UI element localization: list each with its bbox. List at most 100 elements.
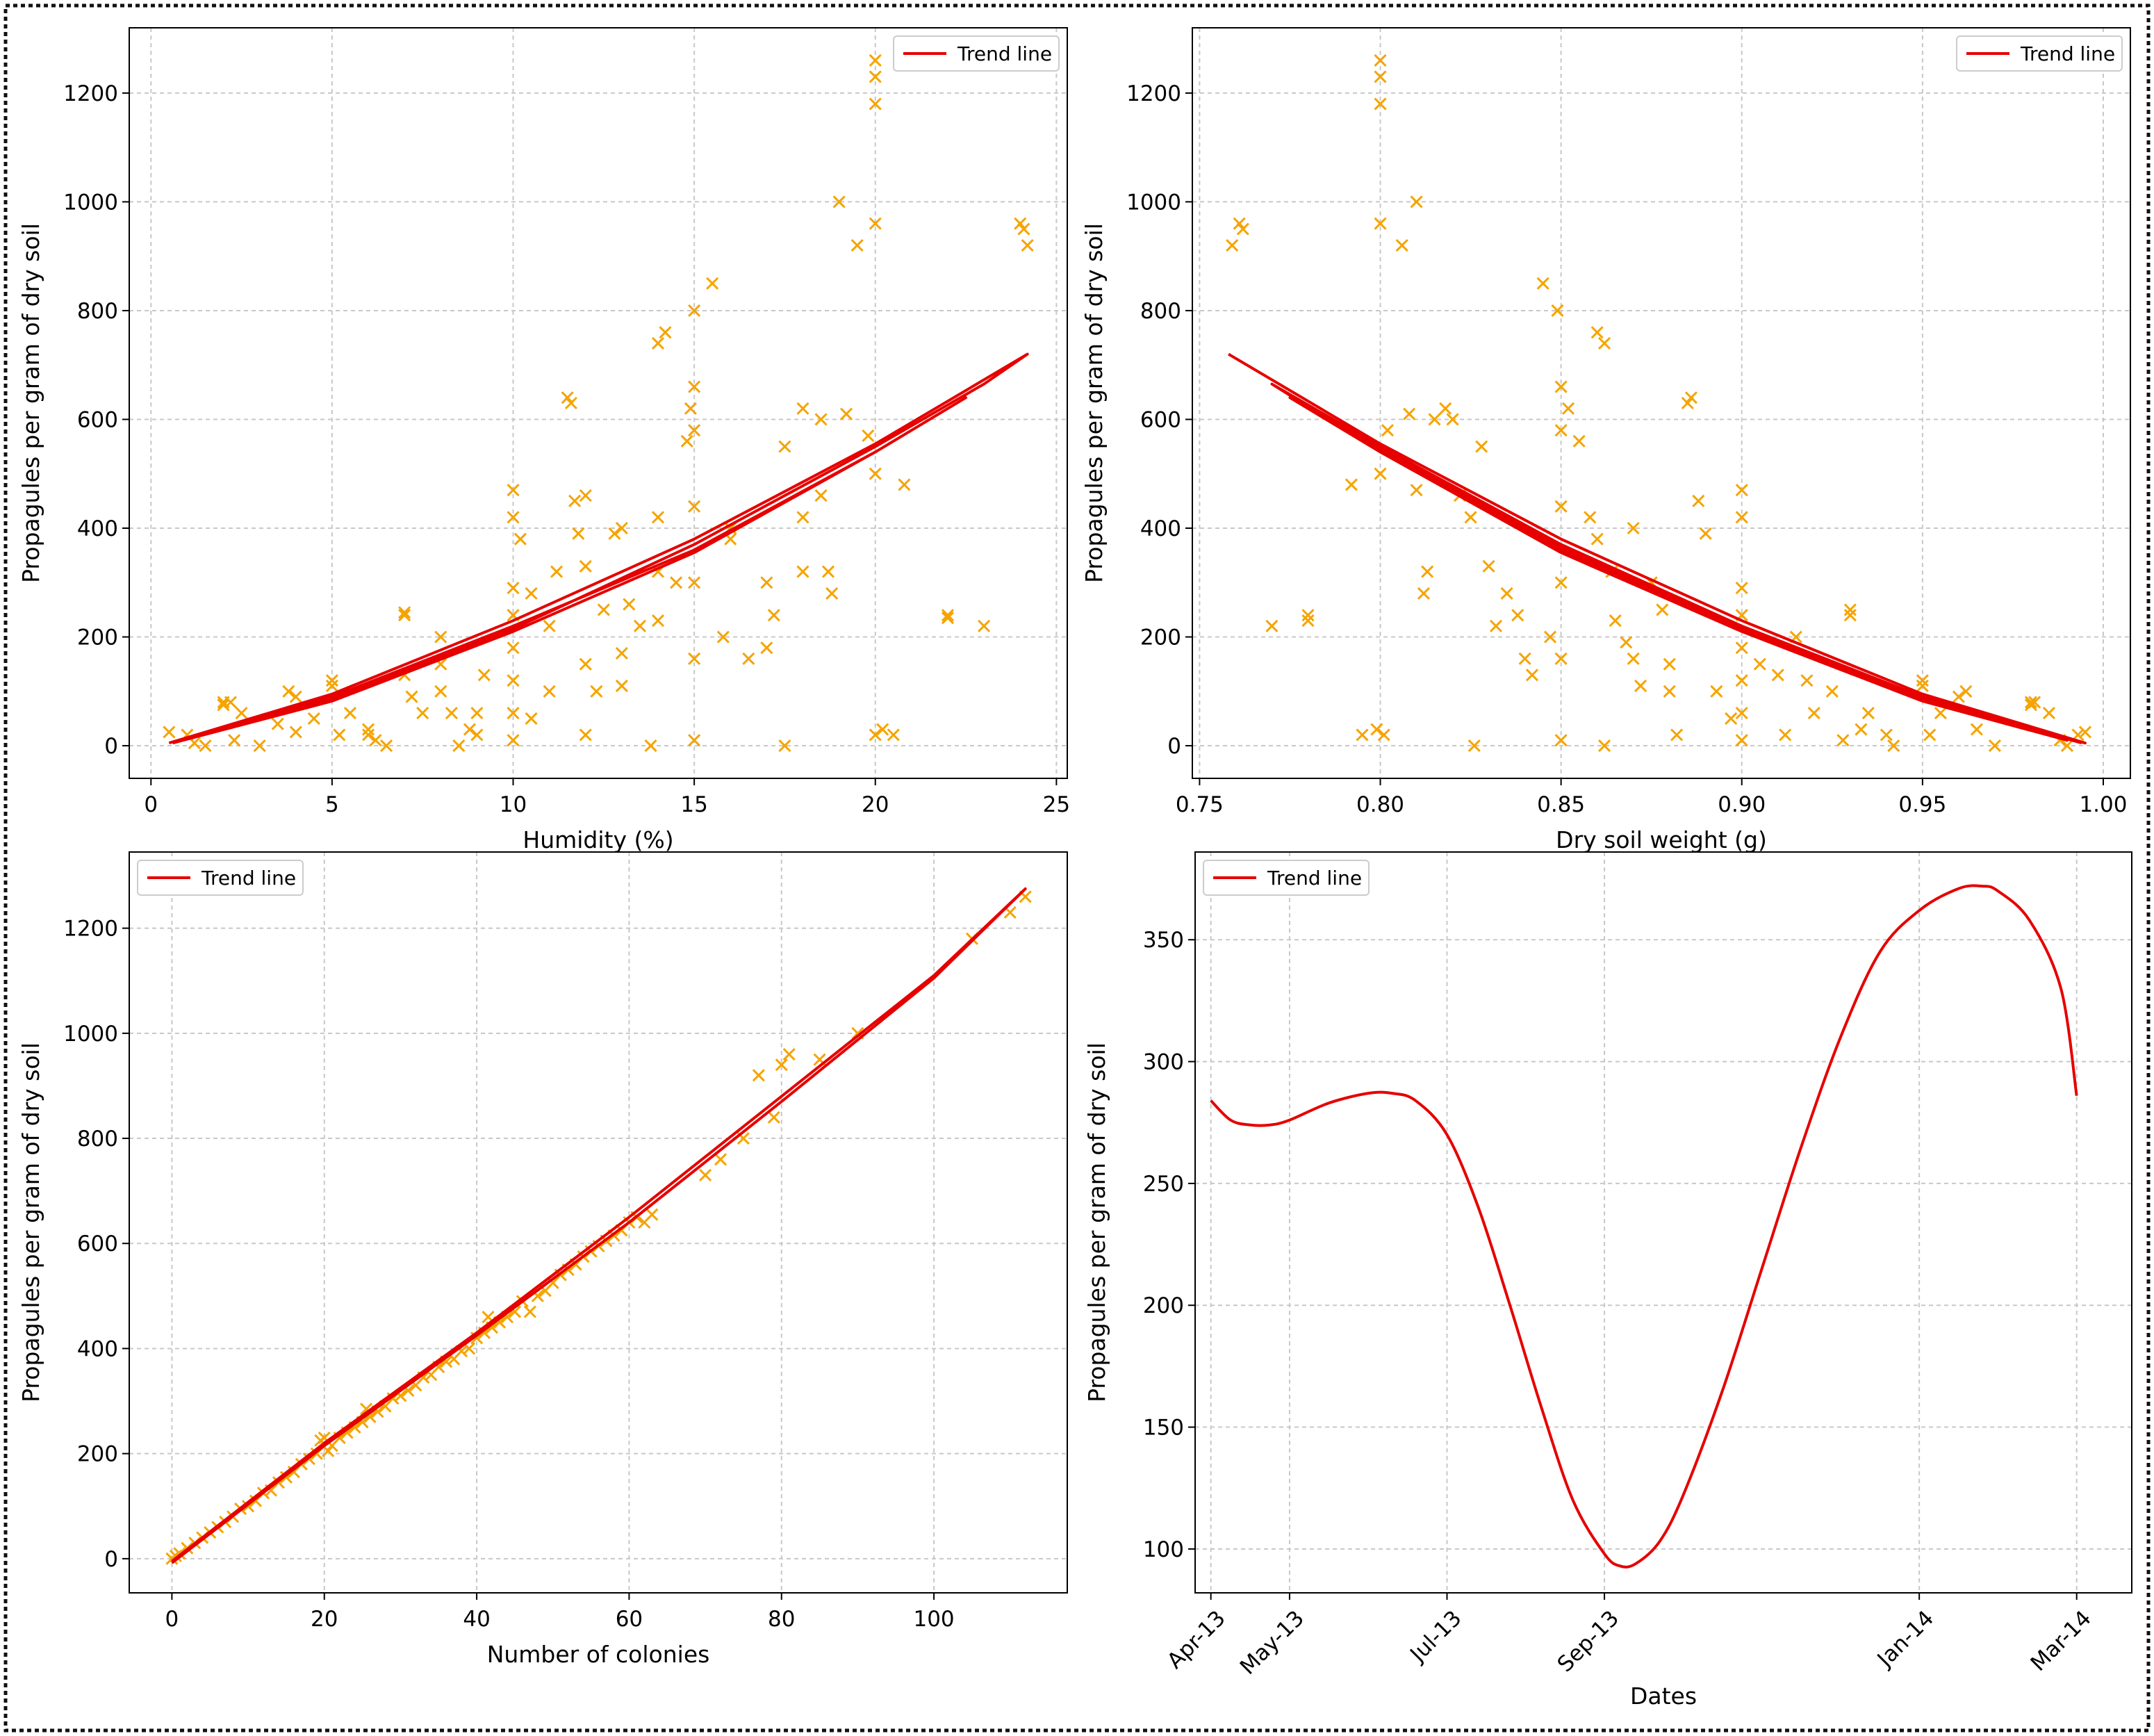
data-point xyxy=(1374,217,1387,230)
data-point xyxy=(688,576,701,589)
data-point xyxy=(1735,582,1748,595)
x-tick-label: 20 xyxy=(862,792,889,817)
data-point xyxy=(615,521,628,535)
data-point xyxy=(699,1168,712,1182)
data-point xyxy=(507,582,520,595)
x-tick-label: 10 xyxy=(500,792,527,817)
y-tick-label: 400 xyxy=(77,1336,118,1361)
data-point xyxy=(615,679,628,693)
data-point xyxy=(416,707,429,720)
data-point xyxy=(445,707,458,720)
data-point xyxy=(1663,685,1676,698)
data-point xyxy=(1779,728,1792,742)
data-point xyxy=(651,336,665,350)
data-point xyxy=(862,429,875,443)
data-point xyxy=(2078,726,2092,739)
data-point xyxy=(1634,679,1647,693)
data-point xyxy=(398,609,411,622)
scatter-points xyxy=(163,54,1034,753)
data-point xyxy=(1551,304,1564,318)
x-axis-label: Dry soil weight (g) xyxy=(1556,826,1767,853)
data-point xyxy=(1410,195,1423,208)
data-point xyxy=(224,696,238,709)
data-point xyxy=(2024,696,2038,709)
x-tick-label: 5 xyxy=(325,792,339,817)
grid xyxy=(1195,852,2132,1593)
data-point xyxy=(1417,587,1431,600)
data-point xyxy=(1807,707,1820,720)
data-point xyxy=(1692,494,1705,507)
data-point xyxy=(525,712,538,725)
data-point xyxy=(470,707,484,720)
data-point xyxy=(235,707,248,720)
data-point xyxy=(1800,674,1814,687)
data-point xyxy=(380,739,393,753)
data-point xyxy=(1590,326,1604,339)
x-tick-label: 0.75 xyxy=(1176,792,1224,817)
data-point xyxy=(572,527,585,540)
y-tick-label: 1000 xyxy=(63,1022,118,1047)
x-axis-label: Dates xyxy=(1630,1682,1697,1710)
y-tick-label: 200 xyxy=(77,625,118,650)
x-tick-label: 0.80 xyxy=(1356,792,1404,817)
data-point xyxy=(1377,728,1390,742)
data-point xyxy=(507,734,520,747)
data-point xyxy=(579,728,592,742)
y-axis-label: Propagules per gram of dry soil xyxy=(1083,1042,1110,1402)
legend-label: Trend line xyxy=(1267,867,1362,890)
axes-frame xyxy=(129,27,1068,779)
x-tick-label: 80 xyxy=(768,1607,795,1632)
data-point xyxy=(1554,734,1568,747)
data-point xyxy=(507,674,520,687)
data-point xyxy=(568,494,582,507)
data-point xyxy=(1489,619,1503,632)
data-point xyxy=(1446,413,1459,426)
data-point xyxy=(463,723,477,736)
data-point xyxy=(343,707,357,720)
data-point xyxy=(289,726,302,739)
axes-frame xyxy=(1192,27,2131,779)
data-point xyxy=(1345,478,1358,491)
data-point xyxy=(405,690,418,703)
data-point xyxy=(688,734,701,747)
data-point xyxy=(1735,484,1748,497)
data-point xyxy=(525,587,538,600)
data-point xyxy=(550,565,564,578)
data-point xyxy=(869,467,882,480)
data-point xyxy=(1970,723,1983,736)
data-point xyxy=(564,396,577,410)
data-point xyxy=(1511,609,1524,622)
data-point xyxy=(1265,619,1279,632)
data-point xyxy=(760,641,773,655)
y-tick-label: 800 xyxy=(77,299,118,324)
legend-label: Trend line xyxy=(2020,42,2115,65)
data-point xyxy=(1301,614,1315,628)
data-point xyxy=(1916,674,1929,687)
data-point xyxy=(2060,739,2074,753)
trend-line-path xyxy=(168,352,1029,745)
data-point xyxy=(1590,532,1604,546)
x-axis-label: Humidity (%) xyxy=(523,826,673,853)
legend: Trend line xyxy=(893,35,1060,72)
data-point xyxy=(1543,630,1557,644)
data-point xyxy=(507,511,520,524)
data-point xyxy=(1880,728,1893,742)
data-point xyxy=(796,565,809,578)
data-point xyxy=(361,728,375,742)
data-point xyxy=(1554,380,1568,393)
data-point xyxy=(839,407,853,420)
data-point xyxy=(821,565,835,578)
data-point xyxy=(1952,690,1965,703)
x-tick-label: 40 xyxy=(463,1607,490,1632)
data-point xyxy=(688,500,701,513)
trend-line-path xyxy=(1228,352,2087,745)
data-point xyxy=(1627,652,1640,665)
data-point xyxy=(1597,739,1611,753)
data-point xyxy=(1525,669,1539,682)
data-point xyxy=(434,685,447,698)
data-point xyxy=(1959,685,1973,698)
data-point xyxy=(775,1058,788,1072)
data-point xyxy=(716,630,730,644)
data-point xyxy=(228,734,241,747)
